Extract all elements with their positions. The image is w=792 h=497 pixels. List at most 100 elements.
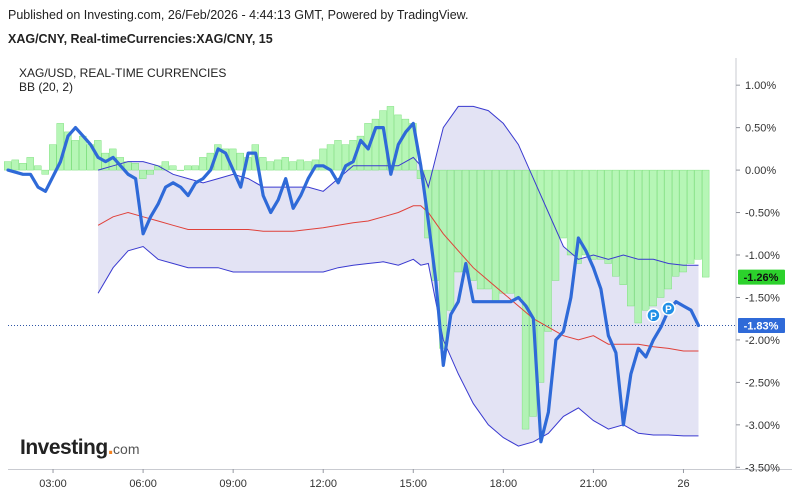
histogram-bar [41,169,49,175]
x-tick-label: 26 [677,478,689,490]
histogram-bar [19,163,27,171]
histogram-bar [484,169,492,290]
legend-compare-symbol: XAG/USD, REAL-TIME CURRENCIES [19,66,227,80]
histogram-bar [266,161,274,171]
histogram-bar [446,169,455,311]
histogram-bar [79,135,87,171]
histogram-bar [334,140,342,171]
bb-lower-line [97,245,699,447]
histogram-bar [566,169,575,256]
histogram-bar [169,165,177,171]
y-tick-label: -0.50% [745,208,780,220]
histogram-bar [476,169,485,290]
histogram-bar [619,169,627,285]
x-tick-label: 21:00 [580,478,608,490]
histogram-bar [581,169,590,256]
histogram-bar [679,169,687,273]
histogram-bar [469,169,477,281]
last-value-badge [738,269,785,285]
histogram-bar [491,169,500,302]
y-tick-label: -2.50% [745,377,780,389]
histogram-bar [574,169,582,264]
histogram-bar [154,165,162,171]
bb-basis-line [97,205,699,352]
histogram-bar [544,169,552,332]
histogram-bar [34,165,42,171]
x-tick-label: 03:00 [39,478,67,490]
published-line: Published on Investing.com, 26/Feb/2026 … [8,8,469,22]
histogram-bar [11,159,19,171]
histogram-bar [236,152,244,171]
histogram-bar [49,144,57,171]
histogram-bar [259,157,267,171]
histogram-bar [139,169,147,179]
histogram-bar [664,169,672,290]
y-tick-label: -3.00% [745,420,780,432]
histogram-bar [499,169,507,294]
legend-indicator: BB (20, 2) [19,80,74,94]
x-tick-label: 12:00 [309,478,337,490]
histogram-bar [597,169,605,260]
histogram-bar [551,169,560,281]
histogram-bar [454,169,462,273]
histogram-bar [131,163,139,171]
histogram-bar [371,118,380,171]
y-tick-label: 0.50% [745,123,776,135]
x-tick-label: 09:00 [219,478,247,490]
histogram-bar [657,169,665,298]
histogram-bar [184,165,192,171]
marker-p [661,301,676,316]
y-tick-label: -2.00% [745,335,780,347]
histogram-bar [191,165,199,171]
histogram-bar [26,157,34,171]
bb-fill [98,106,699,447]
y-tick-label: 0.00% [745,165,776,177]
y-tick-label: -1.50% [745,292,780,304]
x-tick-label: 18:00 [490,478,518,490]
histogram-bar [146,169,154,175]
marker-label: P [665,305,672,316]
histogram-bar [296,159,304,171]
last-value-badge [738,317,785,333]
histogram-bar [521,169,530,430]
histogram-bar [304,161,312,171]
histogram-bar [604,169,612,264]
price-line [6,121,701,444]
histogram-bar [529,169,537,417]
histogram-bar [289,161,297,171]
x-tick-label: 15:00 [400,478,428,490]
histogram-bar [627,169,635,307]
y-tick-label: 1.00% [745,80,776,92]
histogram-bar [672,169,680,277]
histogram-bar [326,144,335,171]
histogram-bar [71,140,79,171]
histogram-bar [274,159,282,171]
y-tick-label: -3.50% [745,462,780,474]
histogram-bar [612,169,620,277]
histogram-bar [281,157,289,171]
marker-p [646,308,661,323]
histogram-bar [649,169,657,307]
histogram-bar [514,169,522,298]
histogram-bar [176,169,184,171]
histogram-bar [702,169,710,278]
x-tick-label: 06:00 [129,478,157,490]
y-tick-label: -1.00% [745,250,780,262]
last-value-label: -1.26% [744,272,779,284]
last-value-label: -1.83% [744,320,779,332]
histogram-bar [536,169,545,383]
histogram-bar [199,157,207,171]
histogram-bar [634,169,642,324]
histogram-bar [319,148,327,171]
histogram-bar [559,169,567,239]
bb-upper-line [97,105,699,266]
histogram-bar [506,169,515,294]
histogram-bar [642,169,650,311]
marker-label: P [650,311,657,322]
histogram-bar [589,169,597,260]
histogram-bar [401,118,410,171]
histogram-bar [687,169,695,264]
symbol-title: XAG/CNY, Real-timeCurrencies:XAG/CNY, 15 [8,32,273,46]
